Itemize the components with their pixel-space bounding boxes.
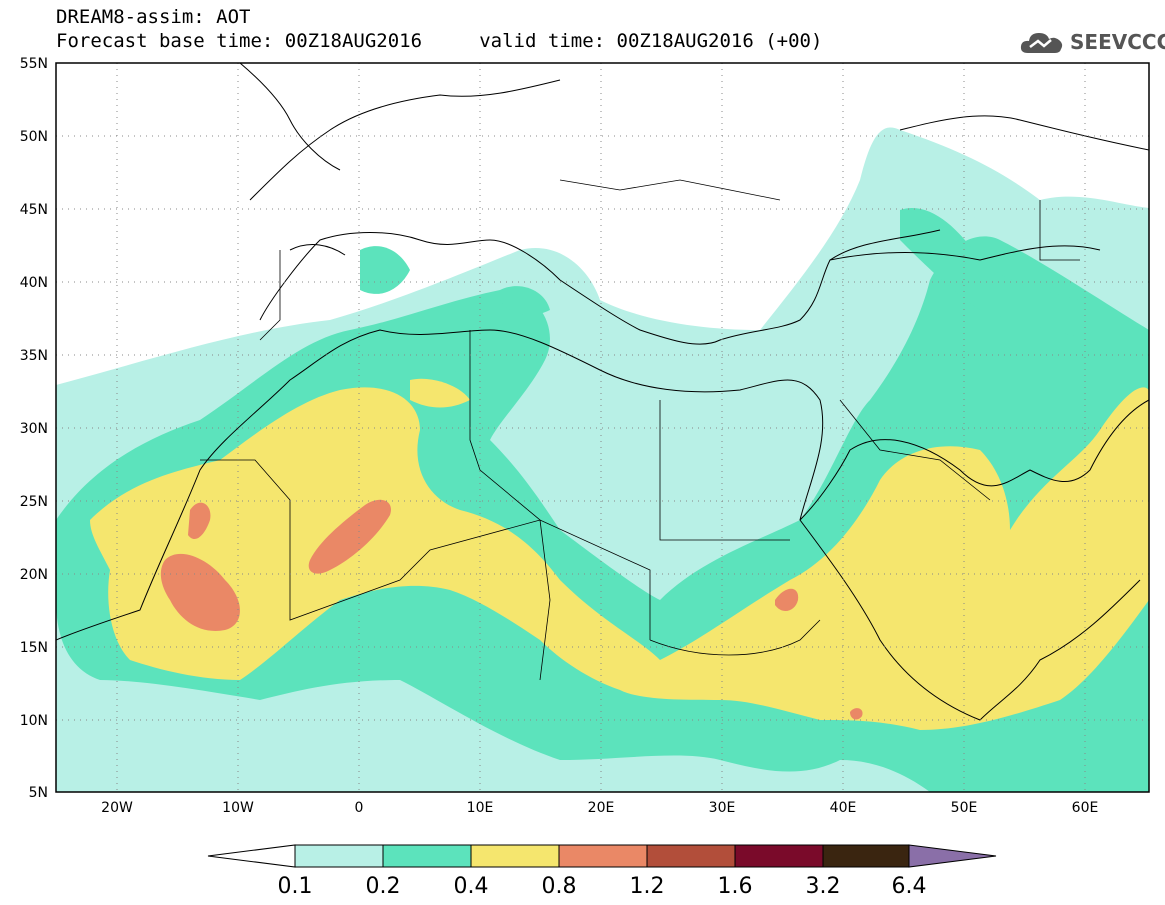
lat-tick-label: 40N [20, 275, 48, 291]
colorbar-label: 0.2 [366, 874, 401, 899]
lon-tick-label: 20E [588, 800, 615, 816]
colorbar-label: 0.1 [278, 874, 313, 899]
colorbar-segment [822, 844, 910, 868]
lon-tick-label: 0 [355, 800, 364, 816]
lon-tick-label: 50E [951, 800, 978, 816]
colorbar-label: 1.6 [718, 874, 753, 899]
lat-tick-label: 5N [29, 785, 48, 801]
country-borders [200, 179, 1080, 681]
map-grid [56, 63, 1149, 792]
map-frame [55, 62, 1150, 793]
aot-level-0-8 [160, 499, 863, 720]
aot-level-0-4 [90, 378, 1149, 730]
lat-tick-label: 30N [20, 421, 48, 437]
lon-tick-label: 40E [830, 800, 857, 816]
lon-tick-label: 60E [1072, 800, 1099, 816]
colorbar-label: 0.8 [542, 874, 577, 899]
lon-tick-label: 10E [467, 800, 494, 816]
map-plot-area [56, 63, 1149, 792]
colorbar-low-extend [207, 844, 296, 868]
lat-tick-label: 55N [20, 56, 48, 72]
lat-tick-label: 45N [20, 202, 48, 218]
lat-tick-label: 25N [20, 494, 48, 510]
lon-tick-label: 20W [101, 800, 133, 816]
lat-tick-label: 35N [20, 348, 48, 364]
colorbar-high-extend [908, 844, 997, 868]
chart-title: DREAM8-assim: AOT [56, 6, 251, 28]
lat-tick-label: 10N [20, 713, 48, 729]
lat-tick-label: 50N [20, 129, 48, 145]
colorbar-segment [382, 844, 472, 868]
seevccc-logo: SEEVCCC [1018, 22, 1165, 62]
colorbar-segment [646, 844, 736, 868]
colorbar-label: 3.2 [806, 874, 841, 899]
cloud-icon [1020, 33, 1063, 53]
lat-tick-label: 15N [20, 640, 48, 656]
logo-text: SEEVCCC [1070, 30, 1165, 54]
colorbar-label: 0.4 [454, 874, 489, 899]
colorbar-label: 6.4 [892, 874, 927, 899]
colorbar: 0.1 0.2 0.4 0.8 1.2 1.6 3.2 6.4 [207, 844, 997, 899]
colorbar-segment [470, 844, 560, 868]
lat-axis: 55N 50N 45N 40N 35N 30N 25N 20N 15N 10N … [20, 56, 48, 801]
colorbar-segment [558, 844, 648, 868]
colorbar-segment [734, 844, 824, 868]
chart-subtitle: Forecast base time: 00Z18AUG2016 valid t… [56, 30, 823, 52]
lon-tick-label: 30E [709, 800, 736, 816]
lon-axis: 20W 10W 0 10E 20E 30E 40E 50E 60E [101, 800, 1098, 816]
lat-tick-label: 20N [20, 567, 48, 583]
colorbar-label: 1.2 [630, 874, 665, 899]
colorbar-segment [294, 844, 384, 868]
lon-tick-label: 10W [222, 800, 254, 816]
